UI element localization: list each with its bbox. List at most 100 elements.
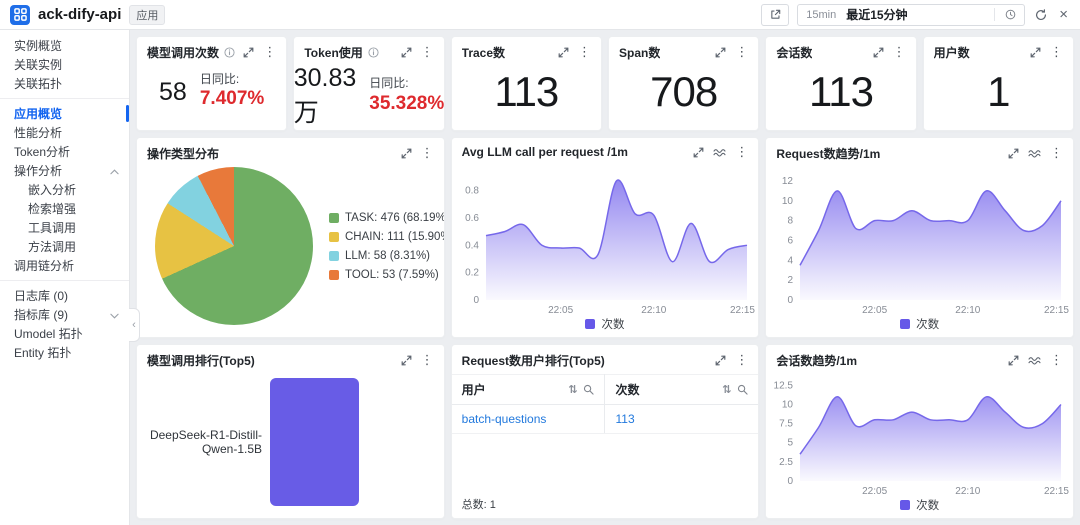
explore-trend-icon[interactable] xyxy=(1028,148,1041,159)
svg-text:22:15: 22:15 xyxy=(1044,305,1069,316)
expand-icon[interactable] xyxy=(558,47,569,58)
sidebar-item[interactable]: 操作分析 xyxy=(0,161,129,180)
stat-body: 113 xyxy=(452,64,601,130)
expand-icon[interactable] xyxy=(243,47,254,58)
column-header[interactable]: 次数 ⇅ xyxy=(604,374,759,406)
kebab-menu-icon[interactable]: ⋮ xyxy=(892,45,906,60)
column-label: 次数 xyxy=(615,383,640,398)
sidebar-item-label: 指标库 (9) xyxy=(14,308,69,322)
stat-value: 113 xyxy=(809,68,874,115)
svg-text:0.8: 0.8 xyxy=(465,186,479,197)
expand-icon[interactable] xyxy=(715,355,726,366)
sidebar-item[interactable]: 实例概览 xyxy=(0,36,129,55)
legend-swatch xyxy=(329,212,339,223)
kebab-menu-icon[interactable]: ⋮ xyxy=(735,144,749,160)
panel-header: Token使用 ⋮ xyxy=(294,37,443,64)
sidebar-item[interactable]: Entity 拓扑 xyxy=(0,343,129,362)
sidebar-item[interactable]: 关联实例 xyxy=(0,55,129,74)
chart-legend[interactable]: 次数 xyxy=(766,316,1073,337)
stat-card: 用户数 ⋮ 1 xyxy=(922,36,1074,131)
explore-trend-icon[interactable] xyxy=(1028,355,1041,366)
info-icon[interactable] xyxy=(224,47,235,58)
sidebar-item-label: Umodel 拓扑 xyxy=(14,327,83,341)
pie-legend-item[interactable]: TASK: 476 (68.19%) xyxy=(329,212,444,224)
sidebar-item[interactable]: 指标库 (9) xyxy=(0,305,129,324)
kebab-menu-icon[interactable]: ⋮ xyxy=(1049,353,1063,369)
chart-legend[interactable]: 次数 xyxy=(766,497,1073,518)
area-chart-avg-llm: 0 0.2 0.4 0.6 0.8 22:05 22:10 22:15 xyxy=(452,162,759,316)
sidebar-section: 日志库 (0) 指标库 (9) Umodel 拓扑 Entity 拓扑 xyxy=(0,280,129,362)
pie-legend-item[interactable]: LLM: 58 (8.31%) xyxy=(329,250,436,262)
chevron-down-icon[interactable] xyxy=(110,308,119,322)
search-icon[interactable] xyxy=(583,384,595,395)
kebab-menu-icon[interactable]: ⋮ xyxy=(1049,45,1063,60)
bar xyxy=(270,378,360,506)
sidebar-item[interactable]: 检索增强 xyxy=(0,199,129,218)
open-in-new-button[interactable] xyxy=(761,3,790,26)
chart-legend[interactable]: 次数 xyxy=(452,316,759,337)
pie-legend-item[interactable]: TOOL: 53 (7.59%) xyxy=(329,269,439,281)
kebab-menu-icon[interactable]: ⋮ xyxy=(1049,146,1063,161)
kebab-menu-icon[interactable]: ⋮ xyxy=(577,45,591,60)
sidebar-item[interactable]: 嵌入分析 xyxy=(0,180,129,199)
svg-text:22:10: 22:10 xyxy=(641,305,666,316)
svg-text:6: 6 xyxy=(788,235,794,246)
sidebar-item[interactable]: 性能分析 xyxy=(0,123,129,142)
kebab-menu-icon[interactable]: ⋮ xyxy=(263,45,277,60)
sidebar-item-label: 应用概览 xyxy=(14,107,63,121)
legend-label: LLM: 58 (8.31%) xyxy=(345,249,431,262)
search-icon[interactable] xyxy=(737,384,748,395)
expand-icon[interactable] xyxy=(401,47,412,58)
legend-label: 次数 xyxy=(916,319,940,332)
expand-icon[interactable] xyxy=(693,147,704,158)
column-header[interactable]: 用户 ⇅ xyxy=(451,374,606,406)
sidebar-item[interactable]: 应用概览 xyxy=(0,104,129,123)
stat-title: 模型调用次数 xyxy=(147,46,220,60)
sidebar-item[interactable]: Umodel 拓扑 xyxy=(0,324,129,343)
sidebar-item-label: 方法调用 xyxy=(28,240,77,254)
stat-body: 708 xyxy=(609,64,758,130)
table-cell-value[interactable]: 113 xyxy=(615,412,635,427)
kebab-menu-icon[interactable]: ⋮ xyxy=(420,146,434,161)
chevron-up-icon[interactable] xyxy=(110,164,119,178)
expand-icon[interactable] xyxy=(873,47,884,58)
explore-trend-icon[interactable] xyxy=(713,147,726,158)
svg-text:22:05: 22:05 xyxy=(548,305,573,316)
kebab-menu-icon[interactable]: ⋮ xyxy=(735,353,749,369)
sort-icon[interactable]: ⇅ xyxy=(722,384,732,397)
table-cell-value[interactable]: batch-questions xyxy=(461,412,547,427)
pie-legend-item[interactable]: CHAIN: 111 (15.90%) xyxy=(329,231,444,243)
sidebar-item[interactable]: 方法调用 xyxy=(0,237,129,256)
sidebar-item[interactable]: 日志库 (0) xyxy=(0,286,129,305)
expand-icon[interactable] xyxy=(715,47,726,58)
timezone-clock-icon[interactable] xyxy=(1005,9,1016,20)
expand-icon[interactable] xyxy=(1030,47,1041,58)
sidebar-item[interactable]: 调用链分析 xyxy=(0,256,129,275)
refresh-button[interactable] xyxy=(1033,7,1049,23)
stat-card: Span数 ⋮ 708 xyxy=(607,36,760,131)
sidebar-item-label: 嵌入分析 xyxy=(28,183,77,197)
legend-swatch xyxy=(585,319,596,330)
info-icon[interactable] xyxy=(368,47,379,58)
sidebar-item[interactable]: 工具调用 xyxy=(0,218,129,237)
sidebar-collapse-handle[interactable]: ‹ xyxy=(129,308,140,342)
expand-icon[interactable] xyxy=(401,355,412,366)
sidebar-item[interactable]: Token分析 xyxy=(0,142,129,161)
close-button[interactable]: × xyxy=(1059,6,1068,23)
expand-icon[interactable] xyxy=(1008,355,1019,366)
expand-icon[interactable] xyxy=(1008,148,1019,159)
legend-label: CHAIN: 111 (15.90%) xyxy=(345,230,445,243)
expand-icon[interactable] xyxy=(401,148,412,159)
sort-icon[interactable]: ⇅ xyxy=(568,384,578,397)
svg-text:8: 8 xyxy=(788,216,794,227)
kebab-menu-icon[interactable]: ⋮ xyxy=(735,45,749,60)
sidebar: 实例概览 关联实例 关联拓扑应用概览性能分析 Token分析 操作分析嵌入分析检索增强工… xyxy=(0,30,130,525)
time-range-picker[interactable]: 15min 最近15分钟 xyxy=(797,3,1026,26)
sidebar-item[interactable]: 关联拓扑 xyxy=(0,74,129,93)
table-total-value: 1 xyxy=(489,499,496,511)
kebab-menu-icon[interactable]: ⋮ xyxy=(420,353,434,369)
kebab-menu-icon[interactable]: ⋮ xyxy=(420,45,434,60)
panel-title: Request数用户排行(Top5) xyxy=(461,354,605,369)
legend-swatch xyxy=(329,269,339,280)
legend-swatch xyxy=(329,231,339,242)
